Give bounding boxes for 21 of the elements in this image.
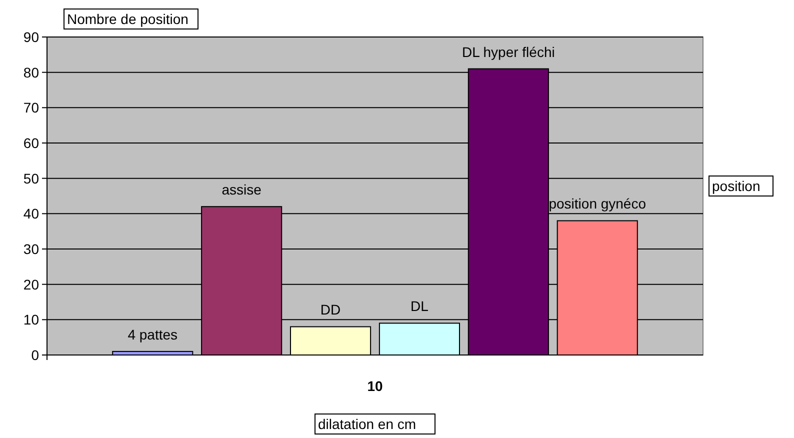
series-label: assise (222, 182, 262, 198)
series-label: position gynéco (548, 196, 646, 212)
y-axis-title: Nombre de position (67, 11, 188, 27)
bar (378, 322, 460, 356)
series-label: DL hyper fléchi (462, 44, 555, 60)
series-label: DD (320, 302, 341, 318)
series-label: 4 pattes (128, 326, 178, 342)
y-tick-label: 40 (23, 206, 40, 222)
y-tick-label: 70 (23, 100, 40, 116)
y-tick-label: 20 (23, 276, 40, 292)
bar (290, 326, 372, 356)
y-tick-label: 50 (23, 170, 40, 186)
y-tick-label: 80 (23, 64, 40, 80)
y-tick-label: 90 (23, 29, 40, 45)
y-tick-label: 0 (31, 347, 40, 363)
series-label: DL (410, 298, 429, 314)
y-tick-label: 10 (23, 312, 40, 328)
y-tick-label: 30 (23, 241, 40, 257)
x-axis-title: dilatation en cm (318, 416, 416, 432)
text: position (712, 178, 760, 194)
y-tick-label: 60 (23, 135, 40, 151)
